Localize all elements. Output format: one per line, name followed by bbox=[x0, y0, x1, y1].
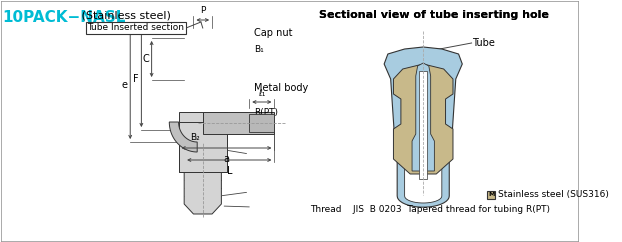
Text: Tube: Tube bbox=[471, 38, 494, 48]
Text: a: a bbox=[223, 154, 230, 164]
Text: B₂: B₂ bbox=[190, 134, 200, 143]
Text: M: M bbox=[488, 192, 494, 197]
Bar bbox=[249, 114, 274, 132]
Text: Thread    JIS  B 0203  Tapered thread for tubing R(PT): Thread JIS B 0203 Tapered thread for tub… bbox=[310, 205, 550, 214]
Text: e: e bbox=[121, 80, 128, 90]
Text: ℓ₁: ℓ₁ bbox=[258, 89, 266, 98]
Polygon shape bbox=[203, 112, 274, 134]
Text: B₁: B₁ bbox=[254, 45, 264, 54]
Bar bbox=[179, 112, 227, 172]
Polygon shape bbox=[412, 63, 434, 171]
Text: Tube Inserted section: Tube Inserted section bbox=[87, 23, 184, 32]
Polygon shape bbox=[405, 166, 442, 203]
Text: Cap nut: Cap nut bbox=[254, 28, 292, 38]
Text: Sectional view of tube inserting hole: Sectional view of tube inserting hole bbox=[318, 10, 549, 20]
Text: R(PT): R(PT) bbox=[254, 108, 278, 118]
Text: Stainless steel (SUS316): Stainless steel (SUS316) bbox=[498, 190, 608, 199]
Bar bbox=[86, 22, 186, 34]
Text: 10PACK−NASL: 10PACK−NASL bbox=[2, 10, 126, 25]
Text: d: d bbox=[412, 185, 419, 195]
Bar bbox=[488, 191, 495, 199]
Text: Metal body: Metal body bbox=[254, 83, 308, 93]
Polygon shape bbox=[384, 47, 462, 207]
Polygon shape bbox=[184, 172, 221, 214]
Text: C: C bbox=[142, 54, 149, 64]
Text: (Stainless steel): (Stainless steel) bbox=[78, 10, 171, 20]
Text: L: L bbox=[226, 166, 232, 176]
Text: P: P bbox=[200, 6, 205, 15]
Polygon shape bbox=[169, 122, 197, 152]
Polygon shape bbox=[394, 64, 453, 174]
Bar bbox=[419, 71, 427, 179]
Text: F: F bbox=[133, 74, 139, 84]
Bar bbox=[179, 122, 227, 172]
Text: Sectional view of tube inserting hole: Sectional view of tube inserting hole bbox=[318, 10, 549, 20]
